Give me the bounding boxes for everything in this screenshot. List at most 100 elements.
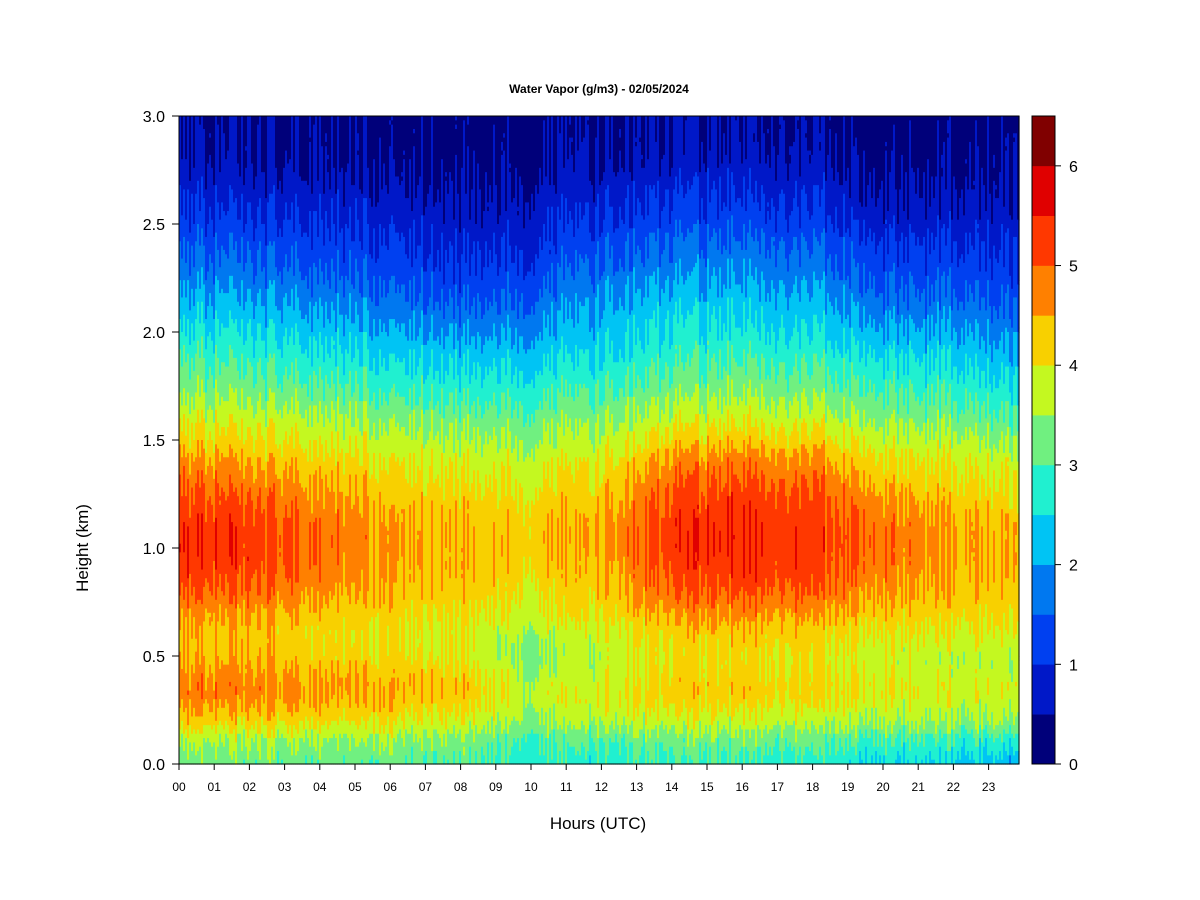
heatmap-cell — [181, 215, 184, 260]
heatmap-cell — [369, 431, 372, 441]
heatmap-cell — [357, 271, 360, 311]
heatmap-cell — [371, 116, 374, 208]
heatmap-cell — [249, 116, 252, 139]
heatmap-cell — [393, 738, 396, 765]
heatmap-cell — [307, 396, 310, 424]
heatmap-cell — [241, 116, 244, 195]
heatmap-cell — [311, 660, 314, 718]
heatmap-cell — [539, 725, 542, 748]
heatmap-cell — [445, 548, 448, 558]
heatmap-cell — [367, 491, 370, 497]
heatmap-cell — [363, 249, 366, 260]
heatmap-cell — [187, 392, 190, 419]
heatmap-cell — [253, 319, 256, 359]
heatmap-cell — [523, 699, 526, 735]
heatmap-cell — [357, 133, 360, 139]
heatmap-cell — [549, 336, 552, 372]
heatmap-cell — [527, 314, 530, 350]
heatmap-cell — [181, 116, 184, 160]
heatmap-cell — [445, 249, 448, 303]
heatmap-cell — [289, 435, 292, 467]
heatmap-cell — [191, 245, 194, 286]
heatmap-cell — [347, 383, 350, 419]
heatmap-cell — [513, 116, 516, 195]
heatmap-cell — [531, 573, 534, 584]
heatmap-cell — [221, 349, 224, 363]
heatmap-cell — [295, 582, 298, 623]
heatmap-cell — [313, 116, 316, 126]
heatmap-cell — [325, 146, 328, 212]
heatmap-cell — [423, 215, 426, 273]
heatmap-cell — [551, 496, 554, 510]
heatmap-cell — [275, 440, 278, 445]
heatmap-cell — [341, 448, 344, 493]
heatmap-cell — [571, 146, 574, 156]
heatmap-cell — [501, 539, 504, 545]
heatmap-cell — [421, 375, 424, 407]
heatmap-cell — [379, 116, 382, 139]
heatmap-cell — [185, 146, 188, 160]
heatmap-cell — [523, 427, 526, 458]
heatmap-cell — [209, 154, 212, 208]
heatmap-cell — [213, 560, 216, 566]
heatmap-cell — [503, 116, 506, 134]
heatmap-cell — [505, 582, 508, 588]
heatmap-cell — [205, 522, 208, 575]
heatmap-cell — [181, 733, 184, 765]
heatmap-cell — [273, 483, 276, 597]
heatmap-cell — [565, 707, 568, 735]
heatmap-cell — [437, 647, 440, 653]
heatmap-cell — [505, 578, 508, 584]
heatmap-cell — [329, 591, 332, 631]
heatmap-cell — [431, 349, 434, 385]
heatmap-cell — [467, 569, 470, 575]
heatmap-cell — [357, 137, 360, 152]
heatmap-cell — [531, 340, 534, 381]
heatmap-cell — [471, 254, 474, 260]
heatmap-cell — [289, 336, 292, 376]
heatmap-cell — [551, 452, 554, 458]
heatmap-cell — [511, 452, 514, 497]
heatmap-cell — [457, 375, 460, 402]
heatmap-cell — [459, 681, 462, 705]
heatmap-cell — [213, 686, 216, 692]
heatmap-cell — [495, 599, 498, 610]
heatmap-cell — [199, 116, 202, 126]
heatmap-cell — [535, 409, 538, 445]
heatmap-cell — [181, 668, 184, 696]
heatmap-cell — [479, 189, 482, 251]
heatmap-cell — [351, 427, 354, 458]
heatmap-cell — [335, 185, 338, 195]
heatmap-cell — [391, 755, 394, 765]
heatmap-cell — [257, 249, 260, 294]
heatmap-cell — [453, 275, 456, 286]
heatmap-cell — [357, 599, 360, 674]
heatmap-cell — [531, 699, 534, 705]
heatmap-cell — [443, 215, 446, 225]
heatmap-cell — [503, 392, 506, 424]
heatmap-cell — [307, 392, 310, 398]
heatmap-cell — [477, 461, 480, 471]
heatmap-cell — [187, 720, 190, 726]
heatmap-cell — [257, 293, 260, 324]
heatmap-cell — [495, 725, 498, 756]
heatmap-cell — [385, 431, 388, 471]
heatmap-cell — [341, 694, 344, 700]
heatmap-cell — [341, 353, 344, 385]
heatmap-cell — [427, 375, 430, 407]
heatmap-cell — [449, 116, 452, 160]
heatmap-cell — [313, 124, 316, 134]
heatmap-cell — [343, 664, 346, 709]
heatmap-cell — [531, 116, 534, 195]
heatmap-cell — [539, 236, 542, 290]
heatmap-cell — [273, 452, 276, 458]
heatmap-cell — [311, 582, 314, 588]
heatmap-cell — [531, 725, 534, 731]
heatmap-cell — [283, 297, 286, 337]
heatmap-cell — [347, 310, 350, 320]
heatmap-cell — [345, 444, 348, 454]
heatmap-cell — [243, 535, 246, 545]
heatmap-cell — [409, 500, 412, 506]
heatmap-cell — [423, 409, 426, 415]
heatmap-cell — [237, 219, 240, 264]
